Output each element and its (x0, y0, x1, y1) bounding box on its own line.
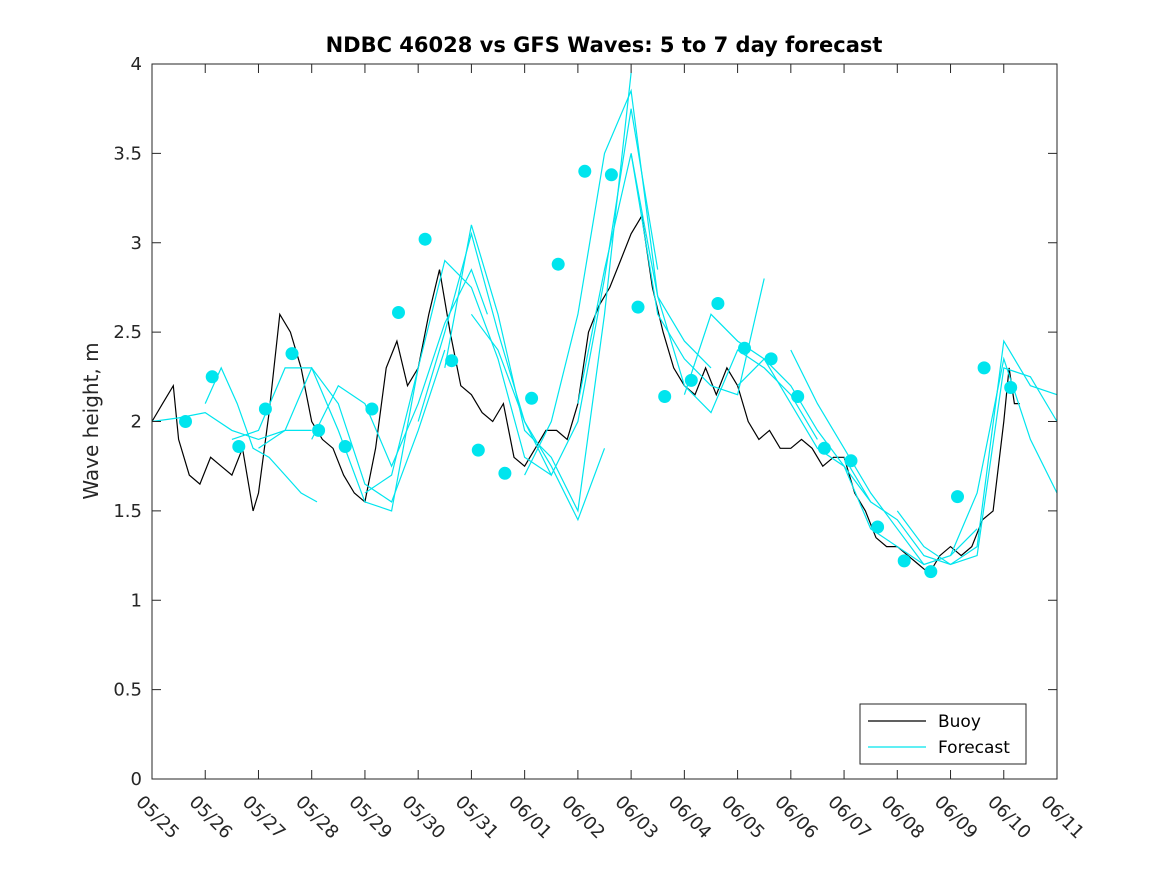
y-tick-label: 3.5 (113, 143, 142, 164)
y-tick-label: 2 (131, 412, 142, 433)
y-tick-label: 0.5 (113, 680, 142, 701)
forecast-point (871, 520, 885, 534)
y-tick-label: 1.5 (113, 501, 142, 522)
legend-box (859, 703, 1027, 765)
forecast-series (151, 72, 1058, 579)
forecast-point (897, 554, 911, 568)
forecast-line (444, 72, 632, 513)
chart-title: NDBC 46028 vs GFS Waves: 5 to 7 day fore… (326, 33, 883, 57)
forecast-point (498, 466, 512, 480)
forecast-point (684, 373, 698, 387)
forecast-point (418, 232, 432, 246)
forecast-point (258, 402, 272, 416)
forecast-line (630, 153, 818, 440)
forecast-line (577, 153, 765, 404)
forecast-line (896, 367, 1058, 566)
forecast-point (631, 300, 645, 314)
forecast-point (791, 390, 805, 403)
forecast-line (204, 366, 318, 503)
forecast-line (524, 88, 712, 476)
forecast-point (817, 441, 831, 455)
forecast-point (205, 370, 219, 384)
forecast-point (844, 454, 858, 468)
forecast-point (392, 306, 405, 319)
forecast-line (258, 349, 446, 503)
forecast-line (470, 108, 659, 477)
y-tick-label: 1 (131, 590, 142, 611)
forecast-line (311, 268, 488, 468)
forecast-point (525, 391, 539, 405)
y-axis-label: Wave height, m (79, 342, 103, 499)
forecast-point (658, 390, 672, 403)
forecast-line (231, 367, 419, 512)
y-tick-label: 2.5 (113, 322, 142, 343)
legend: Buoy Forecast (859, 703, 1027, 765)
buoy-line (151, 214, 1020, 575)
forecast-point (1004, 381, 1018, 394)
legend-buoy-label: Buoy (938, 712, 981, 732)
forecast-point (445, 354, 459, 368)
forecast-point (312, 423, 326, 437)
forecast-point (977, 361, 991, 375)
forecast-point (551, 257, 565, 271)
forecast-point (738, 341, 751, 355)
legend-forecast-label: Forecast (938, 738, 1010, 758)
forecast-point (951, 490, 964, 504)
forecast-line (683, 313, 872, 503)
forecast-point (365, 402, 379, 416)
buoy-series (151, 214, 1020, 575)
y-tick-label: 3 (131, 233, 142, 254)
forecast-point (338, 440, 352, 453)
forecast-point (285, 347, 299, 361)
forecast-point (924, 565, 938, 579)
forecast-point (179, 415, 192, 428)
forecast-point (604, 168, 618, 182)
y-tick-label: 4 (131, 54, 142, 75)
forecast-line (949, 356, 1058, 556)
forecast-line (364, 259, 552, 494)
y-tick-label: 0 (131, 769, 142, 790)
forecast-point (471, 443, 485, 457)
forecast-point (764, 352, 778, 366)
forecast-line (417, 231, 606, 522)
forecast-point (232, 440, 246, 453)
forecast-point (711, 297, 725, 310)
forecast-point (578, 164, 592, 178)
